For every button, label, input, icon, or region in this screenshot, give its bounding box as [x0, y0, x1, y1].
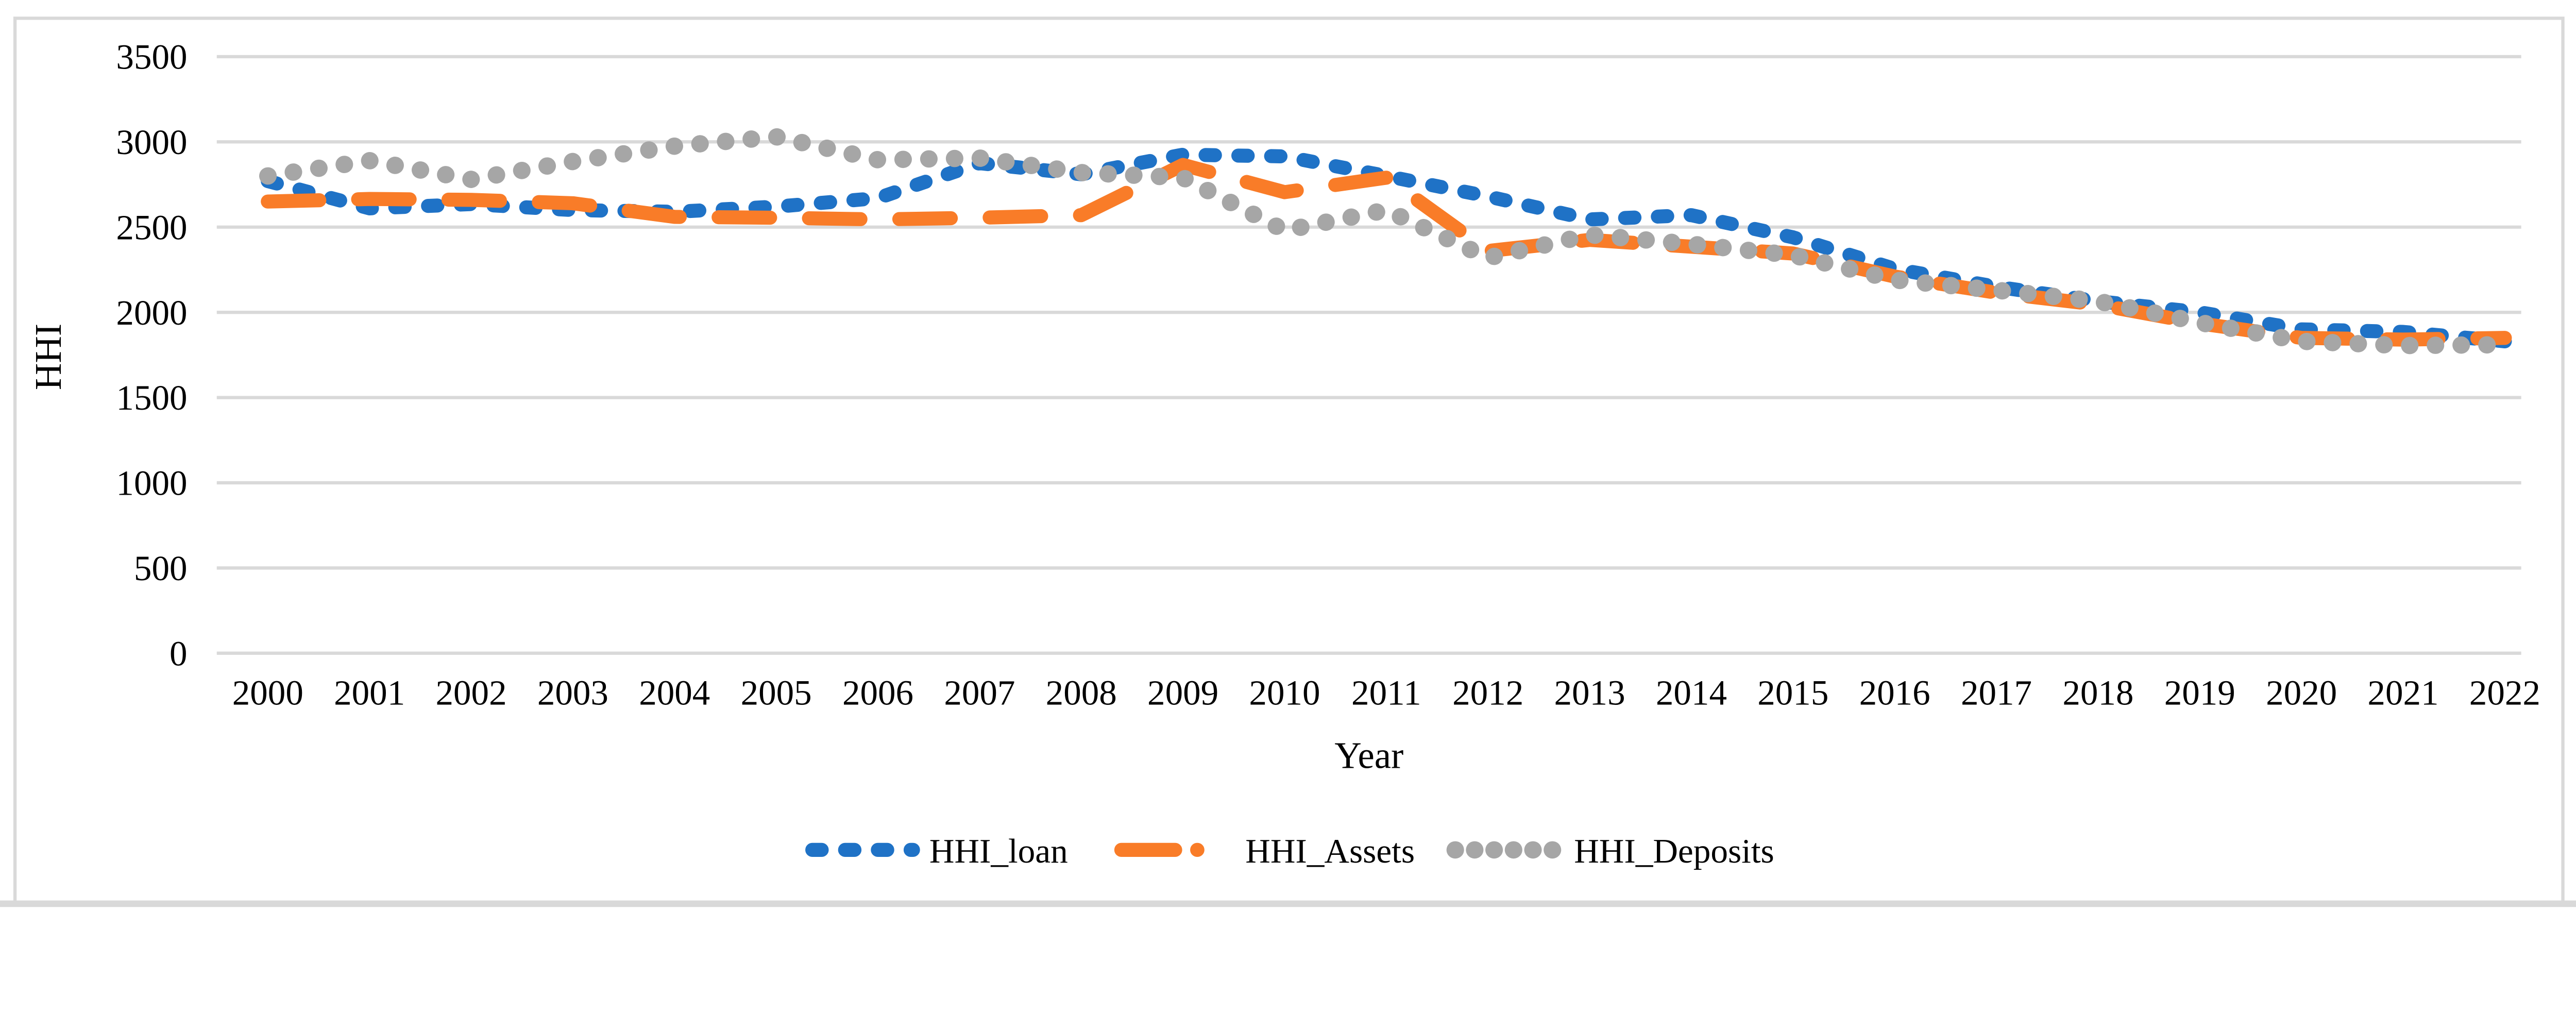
x-tick-label: 2012 [1452, 673, 1523, 713]
legend-label: HHI_loan [929, 832, 1068, 870]
x-tick-label: 2014 [1656, 673, 1727, 713]
legend-item-hhi_deposits: HHI_Deposits [1446, 832, 1774, 870]
x-tick-label: 2011 [1351, 673, 1421, 713]
x-tick-label: 2005 [741, 673, 812, 713]
figure-bottom-border [0, 900, 2576, 907]
x-tick-label: 2001 [334, 673, 405, 713]
y-tick-label: 2500 [116, 207, 187, 247]
x-tick-label: 2009 [1147, 673, 1218, 713]
y-tick-label: 1500 [116, 378, 187, 417]
x-tick-label: 2010 [1249, 673, 1320, 713]
x-tick-label: 2006 [842, 673, 913, 713]
x-tick-label: 2000 [232, 673, 303, 713]
x-tick-label: 2008 [1046, 673, 1117, 713]
y-axis-tick-labels: 3500 3000 2500 2000 1500 1000 500 0 [116, 37, 187, 673]
chart-figure: 3500 3000 2500 2000 1500 1000 500 0 2000 2001 2002… [0, 0, 2576, 920]
y-axis-title: HHI [27, 324, 69, 390]
x-axis-tick-labels: 2000 2001 2002 2003 2004 2005 2006 2007 2008 2009… [232, 673, 2540, 713]
x-tick-label: 2004 [639, 673, 710, 713]
legend-item-hhi_loan: HHI_loan [805, 832, 1068, 870]
legend-item-hhi_assets: HHI_Assets [1114, 832, 1415, 870]
figure-background [0, 0, 2576, 920]
y-tick-label: 1000 [116, 463, 187, 503]
x-tick-label: 2019 [2164, 673, 2235, 713]
series-line-hhi_deposits [259, 128, 2514, 355]
y-tick-label: 0 [170, 633, 188, 673]
legend-label: HHI_Deposits [1574, 832, 1774, 870]
y-tick-label: 2000 [116, 293, 187, 332]
x-tick-label: 2003 [537, 673, 608, 713]
x-tick-label: 2013 [1554, 673, 1625, 713]
x-tick-label: 2007 [944, 673, 1015, 713]
x-tick-label: 2018 [2062, 673, 2133, 713]
y-tick-label: 500 [134, 548, 188, 588]
x-tick-label: 2021 [2367, 673, 2438, 713]
x-tick-label: 2016 [1859, 673, 1930, 713]
x-tick-label: 2020 [2266, 673, 2337, 713]
x-tick-label: 2017 [1961, 673, 2032, 713]
y-tick-label: 3000 [116, 122, 187, 162]
x-tick-label: 2015 [1757, 673, 1828, 713]
x-tick-label: 2002 [436, 673, 507, 713]
x-axis-title: Year [1334, 734, 1403, 776]
hhi-line-chart: 3500 3000 2500 2000 1500 1000 500 0 2000 2001 2002… [0, 0, 2576, 920]
legend: HHI_loan HHI_Assets HHI_Deposits [805, 832, 1774, 870]
legend-label: HHI_Assets [1245, 832, 1415, 870]
x-tick-label: 2022 [2469, 673, 2540, 713]
y-tick-label: 3500 [116, 37, 187, 77]
series-hhi_deposits [259, 128, 2514, 355]
